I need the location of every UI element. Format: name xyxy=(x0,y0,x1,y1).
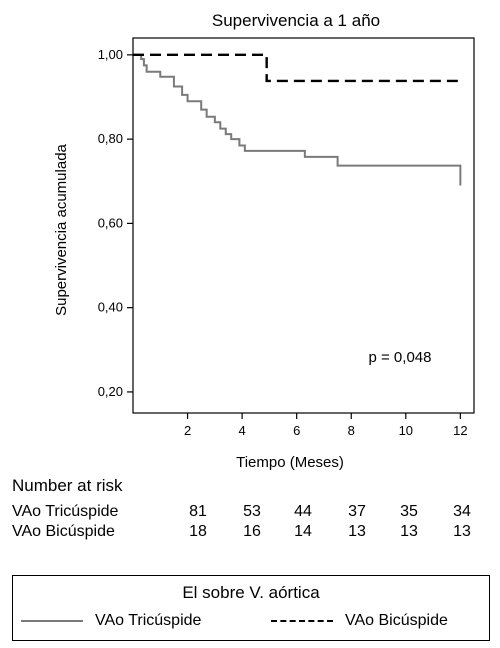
dashed-line-swatch xyxy=(271,619,333,622)
survival-chart: Supervivencia a 1 año Supervivencia acum… xyxy=(53,11,475,471)
x-tick-label: 2 xyxy=(184,423,191,438)
y-tick-label: 0,80 xyxy=(98,131,123,146)
x-axis-label: Tiempo (Meses) xyxy=(236,454,344,471)
risk-count: 18 xyxy=(189,523,207,540)
risk-row-tricuspid: VAo Tricúspide 81 53 44 37 35 34 xyxy=(0,503,500,523)
y-tick-label: 0,60 xyxy=(98,215,123,230)
risk-row-label: VAo Bicúspide xyxy=(12,523,115,540)
x-tick-label: 4 xyxy=(239,423,246,438)
series-line-bicuspid xyxy=(133,53,461,83)
risk-row-bicuspid: VAo Bicúspide 18 16 14 13 13 13 xyxy=(0,523,500,543)
legend-item-tricuspid: VAo Tricúspide xyxy=(21,612,201,630)
risk-table-title: Number at risk xyxy=(12,476,123,495)
y-axis-label: Supervivencia acumulada xyxy=(53,143,70,315)
x-tick-label: 10 xyxy=(399,423,413,438)
series-layer xyxy=(133,53,462,186)
risk-count: 16 xyxy=(243,523,261,540)
y-tick-label: 0,40 xyxy=(98,300,123,315)
axes: 1,00 0,80 0,60 0,40 0,20 2 4 6 8 10 12 xyxy=(98,37,475,438)
legend-label: VAo Bicúspide xyxy=(345,612,448,629)
risk-count: 81 xyxy=(189,503,207,520)
y-tick-label: 0,20 xyxy=(98,384,123,399)
risk-table: Number at risk VAo Tricúspide 81 53 44 3… xyxy=(0,476,500,556)
legend-title: El sobre V. aórtica xyxy=(182,583,320,602)
risk-count: 13 xyxy=(348,523,366,540)
p-value-annotation: p = 0,048 xyxy=(369,349,432,366)
risk-count: 14 xyxy=(294,523,312,540)
y-tick-label: 1,00 xyxy=(98,47,123,62)
risk-count: 44 xyxy=(294,503,312,520)
plot-frame xyxy=(132,37,475,414)
risk-count: 35 xyxy=(400,503,418,520)
x-tick-label: 8 xyxy=(348,423,355,438)
x-tick-label: 12 xyxy=(453,423,467,438)
risk-count: 13 xyxy=(453,523,471,540)
risk-row-label: VAo Tricúspide xyxy=(12,503,119,520)
risk-count: 37 xyxy=(348,503,366,520)
risk-count: 13 xyxy=(400,523,418,540)
series-line-tricuspid xyxy=(133,53,462,186)
risk-count: 34 xyxy=(453,503,471,520)
legend: El sobre V. aórtica VAo Tricúspide VAo B… xyxy=(12,575,490,641)
risk-count: 53 xyxy=(243,503,261,520)
legend-label: VAo Tricúspide xyxy=(95,612,202,629)
chart-title: Supervivencia a 1 año xyxy=(212,11,380,30)
x-tick-label: 6 xyxy=(293,423,300,438)
legend-item-bicuspid: VAo Bicúspide xyxy=(271,612,448,630)
solid-line-swatch xyxy=(21,619,83,622)
